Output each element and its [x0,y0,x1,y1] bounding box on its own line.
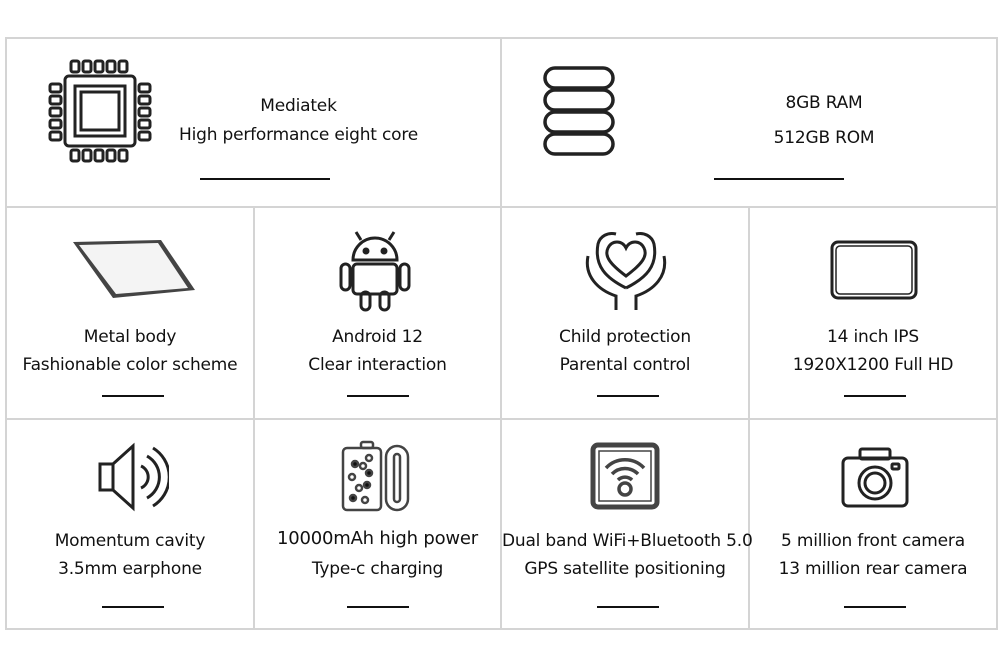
feature-cell-display: 14 inch IPS 1920X1200 Full HD [750,208,996,420]
android-robot-icon [339,231,411,312]
divider [844,395,906,397]
feature-cell-audio: Momentum cavity 3.5mm earphone [7,420,255,630]
feature-subtitle: 13 million rear camera [778,559,968,579]
divider [102,395,164,397]
feature-cell-child-protection: Child protection Parental control [502,208,750,420]
feature-subtitle: GPS satellite positioning [524,559,726,579]
feature-subtitle: Parental control [559,355,691,375]
divider [200,178,330,180]
feature-subtitle: 1920X1200 Full HD [792,355,954,375]
feature-cell-android: Android 12 Clear interaction [255,208,502,420]
divider [597,395,659,397]
wifi-icon [590,442,660,510]
feature-title: 8GB RAM [785,93,863,113]
tablet-metal-body-icon [73,240,195,298]
storage-database-icon [543,66,615,156]
feature-title: Metal body [83,327,177,347]
feature-cell-camera: 5 million front camera 13 million rear c… [750,420,996,630]
feature-title: Momentum cavity [54,531,206,551]
heart-hands-icon [585,232,667,310]
divider [597,606,659,608]
feature-title: Child protection [559,327,691,347]
screen-display-icon [830,240,918,300]
feature-grid: Mediatek High performance eight core 8GB… [5,37,998,630]
feature-title: 14 inch IPS [827,327,919,347]
divider [844,606,906,608]
feature-cell-processor: Mediatek High performance eight core [7,39,502,208]
cpu-chip-icon [48,59,152,163]
feature-subtitle: Clear interaction [308,355,447,375]
feature-cell-memory: 8GB RAM 512GB ROM [502,39,996,208]
feature-title: Dual band WiFi+Bluetooth 5.0 [502,531,753,551]
battery-typec-icon [341,440,410,512]
feature-subtitle: 3.5mm earphone [58,559,202,579]
feature-cell-battery: 10000mAh high power Type-c charging [255,420,502,630]
feature-title: Mediatek [260,96,337,116]
feature-cell-connectivity: Dual band WiFi+Bluetooth 5.0 GPS satelli… [502,420,753,630]
feature-subtitle: Fashionable color scheme [22,355,238,375]
divider [102,606,164,608]
feature-title: Android 12 [332,327,423,347]
feature-subtitle: High performance eight core [179,125,418,145]
feature-cell-body: Metal body Fashionable color scheme [7,208,255,420]
feature-subtitle: 512GB ROM [773,128,875,148]
feature-title: 10000mAh high power [276,528,479,549]
camera-icon [841,447,909,508]
feature-title: 5 million front camera [781,531,965,551]
divider [714,178,844,180]
divider [347,395,409,397]
feature-subtitle: Type-c charging [311,559,444,579]
speaker-icon [98,442,169,512]
divider [347,606,409,608]
